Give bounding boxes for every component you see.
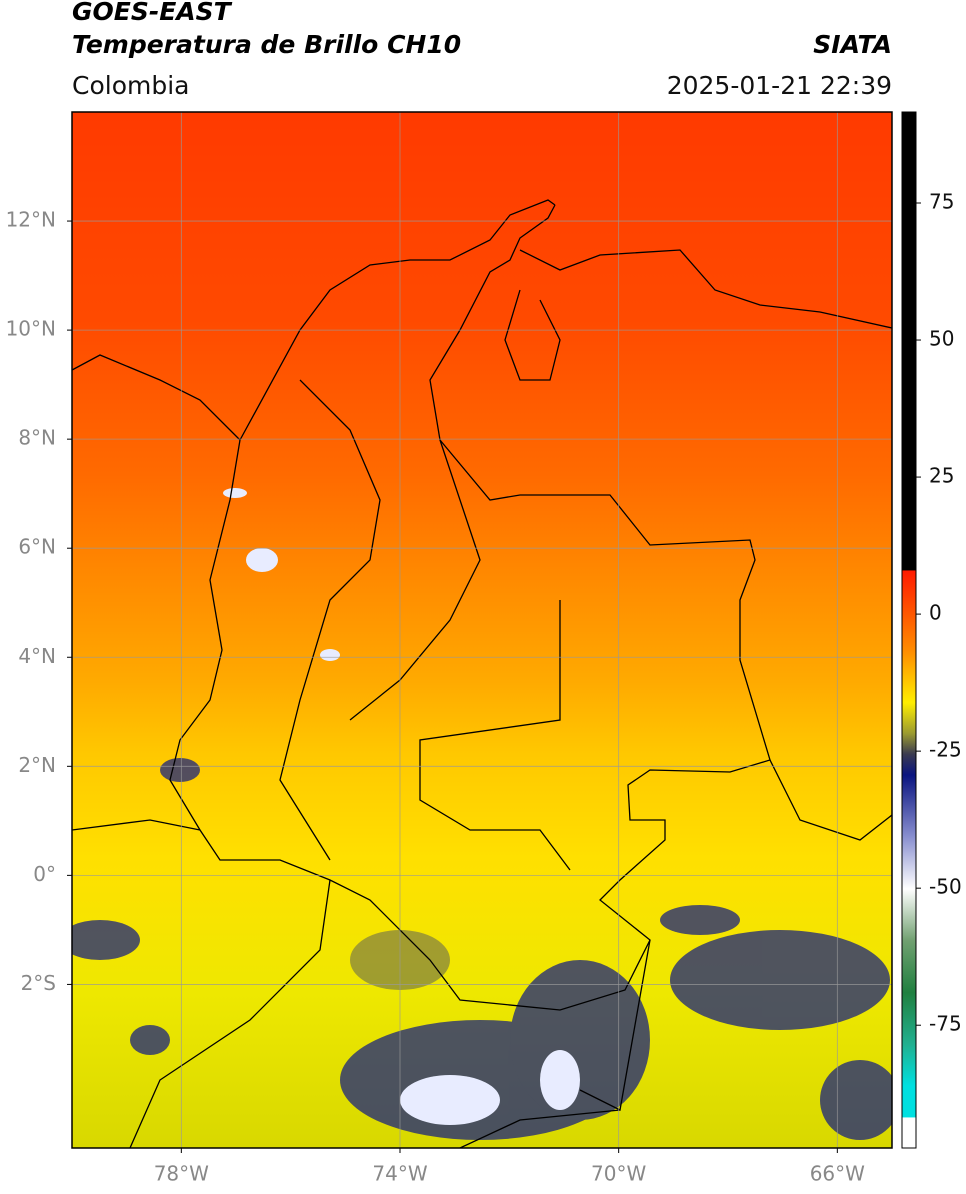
title: GOES-EAST	[72, 0, 233, 26]
x-tick-label: 78°W	[154, 1162, 209, 1186]
y-tick-label: 12°N	[6, 208, 56, 232]
y-tick-label: 0°	[33, 862, 56, 886]
colorbar-tick-label: -50	[929, 875, 962, 899]
x-tick-label: 70°W	[591, 1162, 646, 1186]
colorbar-tick-label: 25	[929, 464, 954, 488]
datetime: 2025-01-21 22:39	[667, 71, 892, 100]
y-tick-label: 4°N	[18, 644, 56, 668]
colorbar	[901, 111, 917, 1149]
y-tick-label: 2°N	[18, 753, 56, 777]
colorbar-tick-label: -75	[929, 1012, 962, 1036]
source: SIATA	[813, 30, 892, 59]
colorbar-tick-label: 0	[929, 601, 942, 625]
colorbar-tick-label: -25	[929, 738, 962, 762]
y-tick-label: 6°N	[18, 535, 56, 559]
region: Colombia	[72, 71, 189, 100]
map-image	[72, 112, 892, 1148]
cold-tops	[223, 488, 580, 1125]
x-tick-label: 74°W	[372, 1162, 427, 1186]
y-tick-label: 2°S	[21, 971, 56, 995]
map-frame	[71, 111, 893, 1149]
colorbar-tick-label: 75	[929, 189, 954, 213]
colorbar-tick-label: 50	[929, 327, 954, 351]
grid	[72, 112, 892, 1148]
subtitle: Temperatura de Brillo CH10	[72, 30, 461, 59]
y-tick-label: 10°N	[6, 317, 56, 341]
borders	[72, 199, 892, 1148]
x-tick-label: 66°W	[810, 1162, 865, 1186]
y-tick-label: 8°N	[18, 426, 56, 450]
